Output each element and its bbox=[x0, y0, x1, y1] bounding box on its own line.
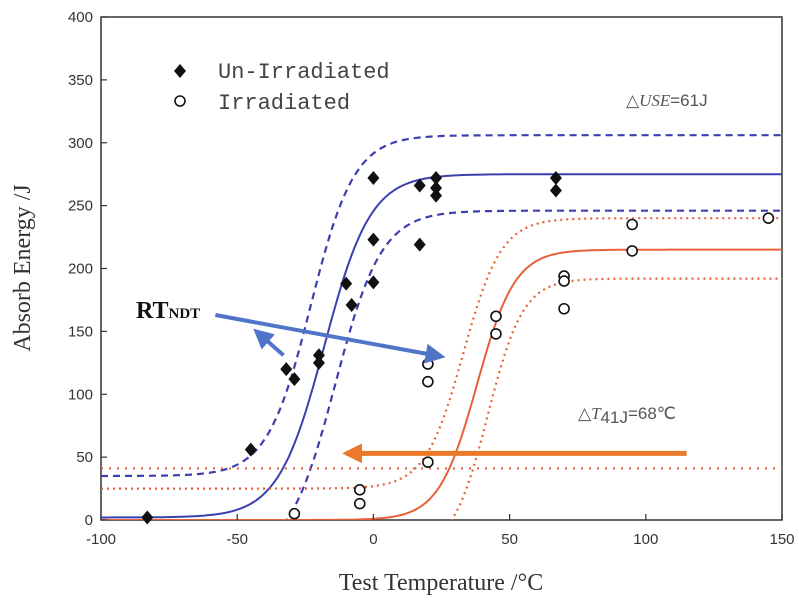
fit-curves bbox=[101, 134, 782, 520]
dashed-fit-curve-un-irradiated bbox=[285, 209, 782, 520]
legend-diamond-marker bbox=[174, 64, 186, 78]
plot-area-group bbox=[100, 16, 783, 525]
x-tick-label: -100 bbox=[86, 531, 116, 548]
y-tick-label: 250 bbox=[68, 198, 93, 215]
unirradiated-point bbox=[288, 372, 301, 387]
irradiated-point bbox=[490, 328, 502, 340]
rt-ndt-arrow-lower bbox=[253, 328, 285, 357]
unirradiated-point bbox=[280, 362, 293, 377]
y-tick-label: 200 bbox=[68, 261, 93, 278]
plot-frame bbox=[100, 16, 783, 521]
y-tick-label: 300 bbox=[68, 135, 93, 152]
irradiated-point bbox=[288, 507, 301, 520]
rt-ndt-arrow-upper bbox=[215, 313, 446, 364]
unirradiated-point bbox=[340, 276, 353, 291]
y-axis-title: Absorb Energy /J bbox=[10, 184, 36, 352]
legend-label-unirradiated: Un-Irradiated bbox=[218, 60, 390, 85]
y-axis: 0 50 100 150 200 250 300 350 400 bbox=[68, 9, 107, 529]
unirradiated-point bbox=[549, 170, 562, 185]
irradiated-point bbox=[422, 456, 434, 468]
unirradiated-point bbox=[312, 355, 325, 370]
annotation-arrows bbox=[215, 313, 687, 464]
x-tick-label: 100 bbox=[633, 531, 658, 548]
unirradiated-point bbox=[244, 442, 257, 457]
x-axis: -100 -50 0 50 100 150 bbox=[86, 514, 795, 548]
unirradiated-point bbox=[367, 170, 380, 185]
irradiated-point bbox=[422, 375, 434, 388]
unirradiated-point bbox=[367, 232, 380, 247]
irradiated-point bbox=[558, 275, 570, 287]
legend-label-irradiated: Irradiated bbox=[218, 91, 350, 116]
legend: Un-Irradiated Irradiated bbox=[174, 60, 390, 116]
y-tick-label: 150 bbox=[68, 323, 93, 340]
unirradiated-point bbox=[413, 237, 426, 252]
y-tick-label: 100 bbox=[68, 386, 93, 403]
irradiated-point bbox=[762, 212, 775, 224]
dashed-fit-curve-un-irradiated bbox=[101, 134, 782, 478]
x-axis-title: Test Temperature /°C bbox=[339, 570, 543, 596]
unirradiated-point bbox=[430, 170, 443, 185]
solid-fit-curve-irradiated bbox=[101, 248, 782, 520]
x-tick-label: 50 bbox=[501, 531, 518, 548]
irradiated-point bbox=[626, 245, 638, 257]
y-tick-label: 400 bbox=[68, 9, 93, 26]
dotted-fit-curve-irradiated bbox=[450, 277, 782, 520]
delta-t41j-annotation: △T41J=68℃ bbox=[578, 404, 676, 427]
data-markers bbox=[141, 170, 775, 525]
unirradiated-point bbox=[141, 510, 154, 525]
irradiated-point bbox=[353, 484, 366, 496]
unirradiated-point bbox=[430, 181, 443, 196]
unirradiated-point bbox=[367, 275, 380, 290]
unirradiated-point bbox=[413, 178, 426, 193]
legend-circle-marker bbox=[174, 95, 186, 107]
rt-ndt-label: RTNDT bbox=[136, 298, 200, 324]
dotted-fit-curve-irradiated bbox=[101, 217, 782, 490]
irradiated-point bbox=[353, 497, 366, 510]
irradiated-point bbox=[558, 302, 570, 315]
solid-fit-curve-un-irradiated bbox=[101, 173, 782, 519]
irradiated-point bbox=[490, 310, 502, 323]
delta-use-annotation: △USE=61J bbox=[626, 91, 708, 110]
unirradiated-point bbox=[312, 348, 325, 363]
x-tick-label: 0 bbox=[369, 531, 377, 548]
unirradiated-point bbox=[549, 183, 562, 198]
unirradiated-point bbox=[345, 297, 358, 312]
x-tick-label: -50 bbox=[226, 531, 248, 548]
y-tick-label: 350 bbox=[68, 72, 93, 89]
y-tick-label: 0 bbox=[85, 512, 93, 529]
irradiated-point bbox=[626, 218, 638, 231]
unirradiated-point bbox=[430, 188, 443, 203]
irradiated-point bbox=[422, 358, 434, 370]
x-tick-label: 150 bbox=[769, 531, 794, 548]
y-tick-label: 50 bbox=[76, 449, 93, 466]
